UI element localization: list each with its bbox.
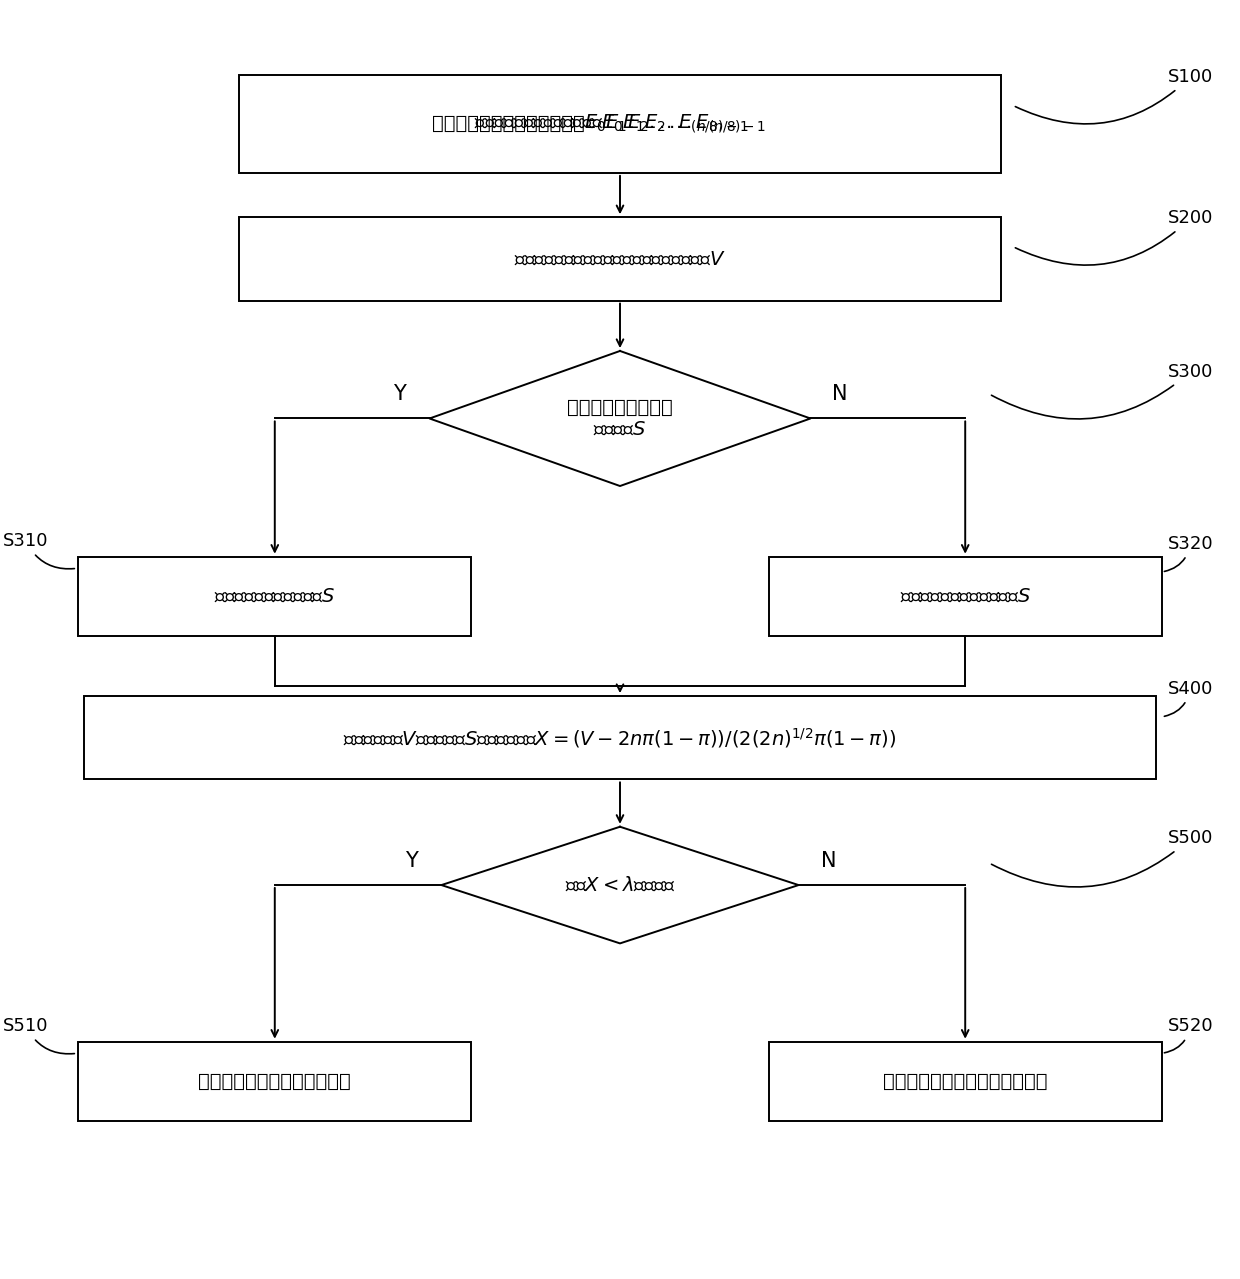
Text: S320: S320 bbox=[1164, 535, 1213, 572]
FancyBboxPatch shape bbox=[84, 696, 1156, 779]
Polygon shape bbox=[429, 350, 811, 486]
Text: 获取采用字节表示的待测序列: 获取采用字节表示的待测序列 bbox=[432, 114, 584, 133]
Text: 通过查表法，计算第一参数$S$: 通过查表法，计算第一参数$S$ bbox=[899, 587, 1030, 606]
FancyBboxPatch shape bbox=[769, 556, 1162, 637]
Text: N: N bbox=[821, 851, 836, 871]
Text: 判定待测序列通过随机性检测: 判定待测序列通过随机性检测 bbox=[198, 1072, 351, 1091]
FancyBboxPatch shape bbox=[239, 74, 1001, 173]
FancyBboxPatch shape bbox=[769, 1041, 1162, 1122]
Text: S400: S400 bbox=[1164, 679, 1213, 716]
Text: 根据所述待测序列进行查表运算得到游程总数$V$: 根据所述待测序列进行查表运算得到游程总数$V$ bbox=[515, 249, 725, 269]
Text: Y: Y bbox=[405, 851, 418, 871]
Text: S520: S520 bbox=[1164, 1017, 1213, 1053]
Text: S100: S100 bbox=[1016, 68, 1213, 124]
Text: $E_0E_1E_2...E_{(n/8)-1}$: $E_0E_1E_2...E_{(n/8)-1}$ bbox=[584, 113, 749, 134]
Text: 判断是否存在输入的
第一参数$S$: 判断是否存在输入的 第一参数$S$ bbox=[567, 398, 673, 439]
Text: 直接利用输入的第一参数$S$: 直接利用输入的第一参数$S$ bbox=[215, 587, 336, 606]
FancyBboxPatch shape bbox=[78, 1041, 471, 1122]
Text: 获取采用字节表示的待测序列$E_0E_1E_2...E_{(n/8)-1}$: 获取采用字节表示的待测序列$E_0E_1E_2...E_{(n/8)-1}$ bbox=[474, 113, 766, 134]
Text: S310: S310 bbox=[4, 532, 74, 569]
Text: N: N bbox=[832, 384, 848, 404]
Text: 判定待测序列未通过随机性检测: 判定待测序列未通过随机性检测 bbox=[883, 1072, 1048, 1091]
Text: 根据游程总数$V$与第一参数$S$，计算统计量$X=(V-2n\pi(1-\pi))/(2(2n)^{1/2}\pi(1-\pi))$: 根据游程总数$V$与第一参数$S$，计算统计量$X=(V-2n\pi(1-\pi… bbox=[343, 725, 897, 749]
Polygon shape bbox=[441, 826, 799, 944]
Text: S510: S510 bbox=[4, 1017, 74, 1054]
Text: 判断$X<\lambda$是否成立: 判断$X<\lambda$是否成立 bbox=[565, 876, 675, 894]
Text: S500: S500 bbox=[992, 829, 1213, 886]
Text: S300: S300 bbox=[992, 363, 1213, 420]
FancyBboxPatch shape bbox=[78, 556, 471, 637]
Text: Y: Y bbox=[393, 384, 407, 404]
FancyBboxPatch shape bbox=[239, 217, 1001, 301]
Text: S200: S200 bbox=[1016, 210, 1213, 265]
